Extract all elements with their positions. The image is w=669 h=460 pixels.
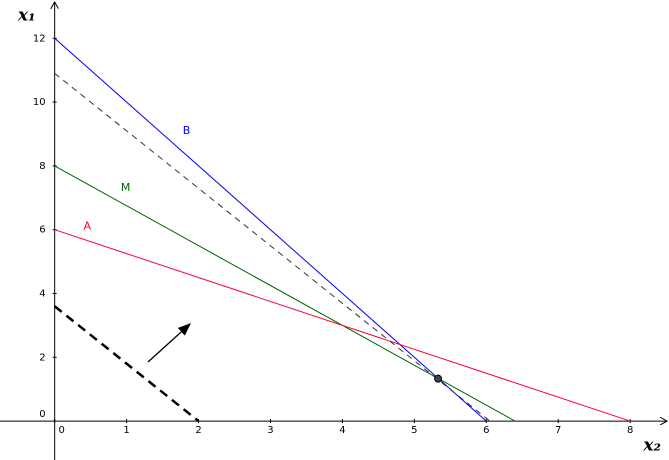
line (53, 305, 200, 423)
optimum-point (434, 374, 443, 383)
y-tick-label: 12 (33, 33, 46, 44)
x-axis-label: x₂ (642, 436, 661, 456)
line (54, 37, 487, 422)
x-tick-label: 3 (267, 425, 273, 436)
y-tick-label: 2 (39, 352, 45, 363)
line-label: M (121, 181, 131, 194)
y-tick-label: 6 (39, 225, 45, 236)
line-label: A (83, 219, 91, 232)
x-tick-label: 1 (123, 425, 129, 436)
y-tick-label: 0 (39, 409, 45, 420)
y-tick-label: 10 (33, 97, 46, 108)
x-tick-label: 0 (58, 425, 64, 436)
x-tick-label: 2 (195, 425, 201, 436)
y-axis-label: x₁ (17, 6, 36, 26)
line (54, 165, 516, 422)
y-tick-label: 4 (39, 288, 45, 299)
line (54, 229, 631, 422)
line-label: B (183, 124, 191, 137)
line (54, 72, 491, 422)
x-tick-label: 4 (339, 425, 345, 436)
x-tick-label: 8 (627, 425, 633, 436)
x-tick-label: 5 (411, 425, 417, 436)
direction-arrow (147, 323, 191, 363)
y-tick-label: 8 (39, 161, 45, 172)
x-tick-label: 6 (483, 425, 489, 436)
x-tick-label: 7 (555, 425, 561, 436)
